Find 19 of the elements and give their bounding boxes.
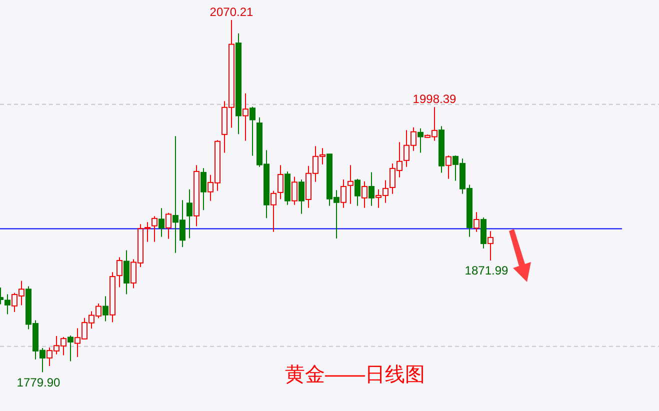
candlestick <box>340 178 346 208</box>
candlestick <box>158 208 164 238</box>
candlestick <box>348 164 354 204</box>
annotation: 1779.90 <box>16 375 61 390</box>
annotation: 1998.39 <box>412 92 457 106</box>
candlestick <box>242 92 248 142</box>
candlestick <box>474 212 480 232</box>
candlestick <box>200 168 206 211</box>
candlestick <box>236 32 242 135</box>
candlestick <box>488 230 494 262</box>
text: 黄金——日线图 <box>285 364 425 386</box>
candlestick <box>362 180 368 208</box>
candlestick <box>368 172 374 206</box>
candlestick <box>194 164 200 227</box>
candlestick <box>186 188 192 239</box>
candlestick <box>124 250 130 295</box>
candlestick <box>110 272 116 323</box>
annotation: 2070.21 <box>210 5 254 19</box>
annotation: 1871.99 <box>464 264 509 278</box>
